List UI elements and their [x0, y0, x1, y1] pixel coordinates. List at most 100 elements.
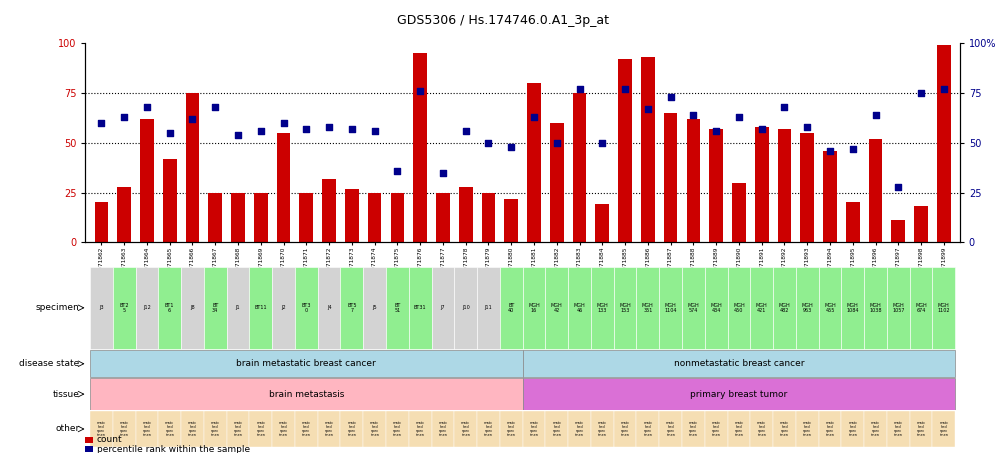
Point — [640, 105, 656, 112]
Bar — [436, 193, 450, 242]
FancyBboxPatch shape — [249, 411, 272, 447]
FancyBboxPatch shape — [90, 350, 523, 377]
Text: BT3
0: BT3 0 — [302, 303, 311, 313]
Point — [139, 103, 155, 111]
Text: matc
hed
spec
imen: matc hed spec imen — [917, 420, 926, 438]
Text: brain metastatic breast cancer: brain metastatic breast cancer — [236, 359, 376, 368]
Text: count: count — [96, 435, 123, 444]
Text: J7: J7 — [440, 305, 445, 310]
FancyBboxPatch shape — [477, 411, 499, 447]
FancyBboxPatch shape — [705, 267, 728, 349]
FancyBboxPatch shape — [431, 267, 454, 349]
FancyBboxPatch shape — [294, 411, 318, 447]
Text: BT2
5: BT2 5 — [120, 303, 129, 313]
FancyBboxPatch shape — [841, 267, 864, 349]
Text: matc
hed
spec
imen: matc hed spec imen — [575, 420, 584, 438]
Text: BT
34: BT 34 — [212, 303, 218, 313]
Text: matc
hed
spec
imen: matc hed spec imen — [461, 420, 470, 438]
FancyBboxPatch shape — [409, 411, 431, 447]
Text: MGH
351: MGH 351 — [642, 303, 653, 313]
Point — [412, 87, 428, 95]
Bar — [891, 221, 906, 242]
Point — [184, 115, 200, 122]
FancyBboxPatch shape — [886, 267, 910, 349]
FancyBboxPatch shape — [113, 411, 136, 447]
Text: matc
hed
spec
imen: matc hed spec imen — [96, 420, 106, 438]
Text: BT11: BT11 — [254, 305, 267, 310]
FancyBboxPatch shape — [773, 411, 796, 447]
Text: matc
hed
spec
imen: matc hed spec imen — [598, 420, 607, 438]
Text: MGH
133: MGH 133 — [596, 303, 608, 313]
FancyBboxPatch shape — [204, 411, 226, 447]
Bar — [299, 193, 314, 242]
Text: MGH
434: MGH 434 — [711, 303, 722, 313]
Text: MGH
16: MGH 16 — [528, 303, 540, 313]
FancyBboxPatch shape — [591, 267, 614, 349]
FancyBboxPatch shape — [933, 411, 955, 447]
Bar — [663, 113, 677, 242]
FancyBboxPatch shape — [477, 267, 499, 349]
FancyBboxPatch shape — [728, 411, 751, 447]
Text: matc
hed
spec
imen: matc hed spec imen — [279, 420, 288, 438]
Bar — [686, 119, 700, 242]
FancyBboxPatch shape — [226, 267, 249, 349]
Bar — [618, 59, 632, 242]
Text: matc
hed
spec
imen: matc hed spec imen — [780, 420, 789, 438]
Text: J3: J3 — [99, 305, 104, 310]
Bar — [391, 193, 404, 242]
Bar — [710, 129, 723, 242]
Point — [777, 103, 793, 111]
Point — [230, 131, 246, 138]
Text: matc
hed
spec
imen: matc hed spec imen — [416, 420, 425, 438]
Bar — [846, 202, 859, 242]
Point — [594, 139, 610, 146]
Bar — [823, 151, 837, 242]
FancyBboxPatch shape — [636, 411, 659, 447]
Bar — [276, 133, 290, 242]
Text: matc
hed
spec
imen: matc hed spec imen — [438, 420, 447, 438]
FancyBboxPatch shape — [499, 267, 523, 349]
Text: J4: J4 — [327, 305, 332, 310]
Point — [936, 85, 952, 92]
Bar — [208, 193, 222, 242]
Text: matc
hed
spec
imen: matc hed spec imen — [483, 420, 493, 438]
FancyBboxPatch shape — [499, 411, 523, 447]
Bar — [163, 159, 177, 242]
Point — [252, 127, 268, 135]
Text: MGH
482: MGH 482 — [779, 303, 790, 313]
FancyBboxPatch shape — [454, 267, 477, 349]
Bar — [481, 193, 495, 242]
Bar — [868, 139, 882, 242]
Text: matc
hed
spec
imen: matc hed spec imen — [620, 420, 629, 438]
Text: tissue: tissue — [52, 390, 79, 399]
Point — [93, 119, 110, 126]
Text: matc
hed
spec
imen: matc hed spec imen — [143, 420, 152, 438]
Text: MGH
450: MGH 450 — [733, 303, 745, 313]
Bar — [85, 446, 93, 452]
Text: matc
hed
spec
imen: matc hed spec imen — [848, 420, 857, 438]
Bar — [573, 93, 586, 242]
FancyBboxPatch shape — [204, 267, 226, 349]
Text: matc
hed
spec
imen: matc hed spec imen — [688, 420, 697, 438]
Point — [526, 113, 542, 120]
Point — [867, 111, 883, 118]
Point — [480, 139, 496, 146]
FancyBboxPatch shape — [591, 411, 614, 447]
Text: J1: J1 — [235, 305, 240, 310]
FancyBboxPatch shape — [363, 267, 386, 349]
Text: matc
hed
spec
imen: matc hed spec imen — [757, 420, 766, 438]
FancyBboxPatch shape — [454, 411, 477, 447]
Text: matc
hed
spec
imen: matc hed spec imen — [735, 420, 744, 438]
Text: matc
hed
spec
imen: matc hed spec imen — [893, 420, 902, 438]
FancyBboxPatch shape — [546, 267, 568, 349]
Text: matc
hed
spec
imen: matc hed spec imen — [120, 420, 129, 438]
Text: MGH
455: MGH 455 — [824, 303, 836, 313]
FancyBboxPatch shape — [910, 411, 933, 447]
FancyBboxPatch shape — [728, 267, 751, 349]
Point — [162, 129, 178, 136]
Text: specimen: specimen — [35, 304, 79, 312]
Bar — [528, 83, 541, 242]
Bar — [368, 193, 382, 242]
Text: matc
hed
spec
imen: matc hed spec imen — [211, 420, 220, 438]
Point — [685, 111, 701, 118]
